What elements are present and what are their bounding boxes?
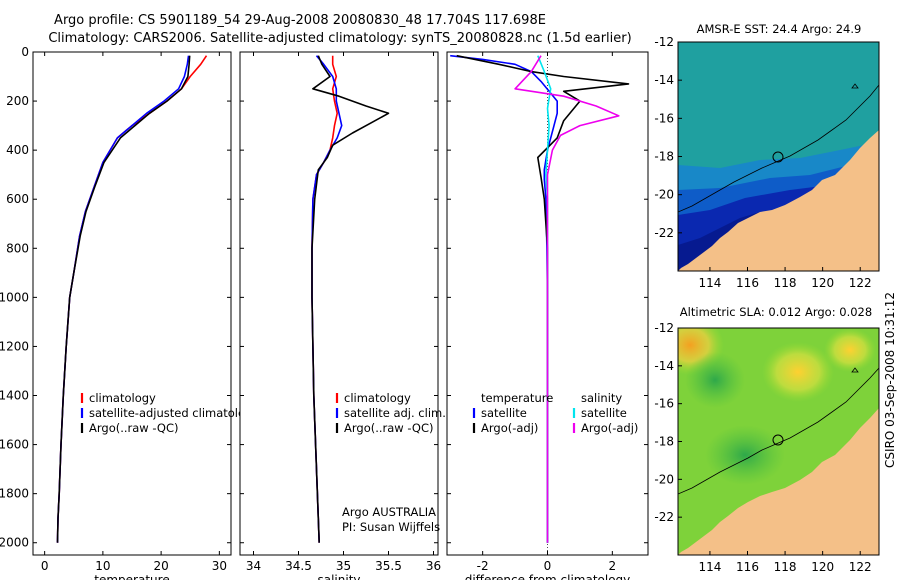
map-y-tick-label: -18	[654, 150, 674, 164]
salinity-x-axis-label: salinity	[317, 573, 360, 580]
x-tick-label: 35	[336, 559, 351, 573]
sst-map	[678, 42, 879, 271]
map-y-tick-label: -22	[654, 226, 674, 240]
map-x-tick-label: 114	[698, 276, 721, 290]
x-tick-label: -2	[477, 559, 489, 573]
salinity-panel: 34 34.5 35 35.5 36 salinity climatologysatelli…	[239, 51, 446, 580]
legend-label: satellite adj. clim.	[344, 406, 446, 420]
map-x-tick-label: 116	[736, 560, 759, 574]
y-tick-label: 2000	[0, 536, 29, 550]
legend-label: satellite-adjusted climatology	[89, 406, 259, 420]
sst-island-icon	[851, 83, 859, 89]
x-tick-label: 10	[95, 559, 110, 573]
map-y-tick-label: -18	[654, 435, 674, 449]
map-y-tick-label: -16	[654, 111, 674, 125]
sst-land	[678, 130, 879, 271]
difference-series-3	[514, 55, 620, 543]
x-tick-label: 34	[246, 559, 261, 573]
temperature-plot-area	[32, 51, 232, 556]
legend-label: Argo(..raw -QC)	[344, 421, 434, 435]
y-tick-label: 1400	[0, 389, 29, 403]
legend-label: Argo(-adj)	[581, 421, 638, 435]
map-x-tick-label: 118	[774, 560, 797, 574]
sla-low-west	[685, 352, 745, 408]
sst-map-axes: 114 116 118 120 122 -12 -14 -16 -18 -20 -22	[654, 35, 871, 290]
sla-high-center	[762, 342, 834, 402]
figure-title-line2: Climatology: CARS2006. Satellite-adjuste…	[48, 31, 631, 46]
legend-label: satellite	[481, 406, 527, 420]
x-tick-label: 35.5	[375, 559, 402, 573]
y-tick-label: 1000	[0, 290, 29, 304]
map-y-tick-label: -12	[654, 35, 674, 49]
figure-title-line1: Argo profile: CS 5901189_54 29-Aug-2008 …	[54, 13, 546, 28]
legend-label: satellite	[581, 406, 627, 420]
x-tick-label: 0	[544, 559, 552, 573]
sst-argo-marker	[772, 151, 784, 163]
y-tick-label: 0	[21, 45, 29, 59]
map-y-tick-label: -16	[654, 397, 674, 411]
salinity-plot-area	[239, 51, 439, 556]
map-y-tick-label: -20	[654, 472, 674, 486]
y-tick-label: 800	[6, 241, 29, 255]
x-tick-label: 36	[426, 559, 441, 573]
sla-map	[678, 328, 879, 555]
float-pi-label: PI: Susan Wijffels	[342, 520, 440, 534]
y-tick-label: 600	[6, 192, 29, 206]
map-y-tick-label: -22	[654, 510, 674, 524]
sla-land	[678, 408, 879, 555]
legend-label: Argo(..raw -QC)	[89, 421, 179, 435]
sla-argo-marker	[772, 434, 784, 446]
map-y-tick-label: -14	[654, 359, 674, 373]
x-tick-label: 34.5	[285, 559, 312, 573]
sst-map-title: AMSR-E SST: 24.4 Argo: 24.9	[697, 22, 862, 36]
map-x-tick-label: 114	[698, 560, 721, 574]
y-tick-label: 200	[6, 94, 29, 108]
salinity-series-2	[311, 55, 390, 543]
map-x-tick-label: 120	[811, 560, 834, 574]
map-x-tick-label: 116	[736, 276, 759, 290]
x-tick-label: 30	[212, 559, 227, 573]
x-tick-label: 20	[153, 559, 168, 573]
difference-x-axis-label: difference from climatology	[465, 573, 631, 580]
x-tick-label: 0	[41, 559, 49, 573]
y-tick-label: 1600	[0, 438, 29, 452]
map-x-tick-label: 118	[774, 276, 797, 290]
temperature-panel: 0 10 20 30 0 200 400 600 800 1000 1200 1400 1600 1800…	[0, 45, 259, 580]
creation-stamp: CSIRO 03-Sep-2008 10:31:12	[883, 292, 897, 468]
map-y-tick-label: -12	[654, 321, 674, 335]
legend-label: climatology	[344, 391, 411, 405]
y-tick-label: 1200	[0, 339, 29, 353]
legend-label: Argo(-adj)	[481, 421, 538, 435]
map-x-tick-label: 122	[849, 276, 872, 290]
legend-label: climatology	[89, 391, 156, 405]
map-y-tick-label: -14	[654, 73, 674, 87]
y-tick-label: 1800	[0, 487, 29, 501]
legend-group-header: salinity	[581, 391, 622, 405]
sla-island-icon	[851, 367, 859, 373]
map-x-tick-label: 120	[811, 276, 834, 290]
y-tick-label: 400	[6, 143, 29, 157]
temperature-series-2	[56, 55, 191, 543]
map-y-tick-label: -20	[654, 188, 674, 202]
legend-group-header: temperature	[481, 391, 553, 405]
sla-low-south	[705, 425, 785, 485]
map-x-tick-label: 122	[849, 560, 872, 574]
temperature-x-axis-label: temperature	[94, 573, 169, 580]
sla-high-east	[824, 328, 876, 372]
sla-map-axes: 114 116 118 120 122 -12 -14 -16 -18 -20 -22	[654, 321, 871, 574]
x-tick-label: 2	[609, 559, 617, 573]
sla-map-title: Altimetric SLA: 0.012 Argo: 0.028	[680, 305, 872, 319]
float-program-label: Argo AUSTRALIA	[342, 505, 436, 519]
